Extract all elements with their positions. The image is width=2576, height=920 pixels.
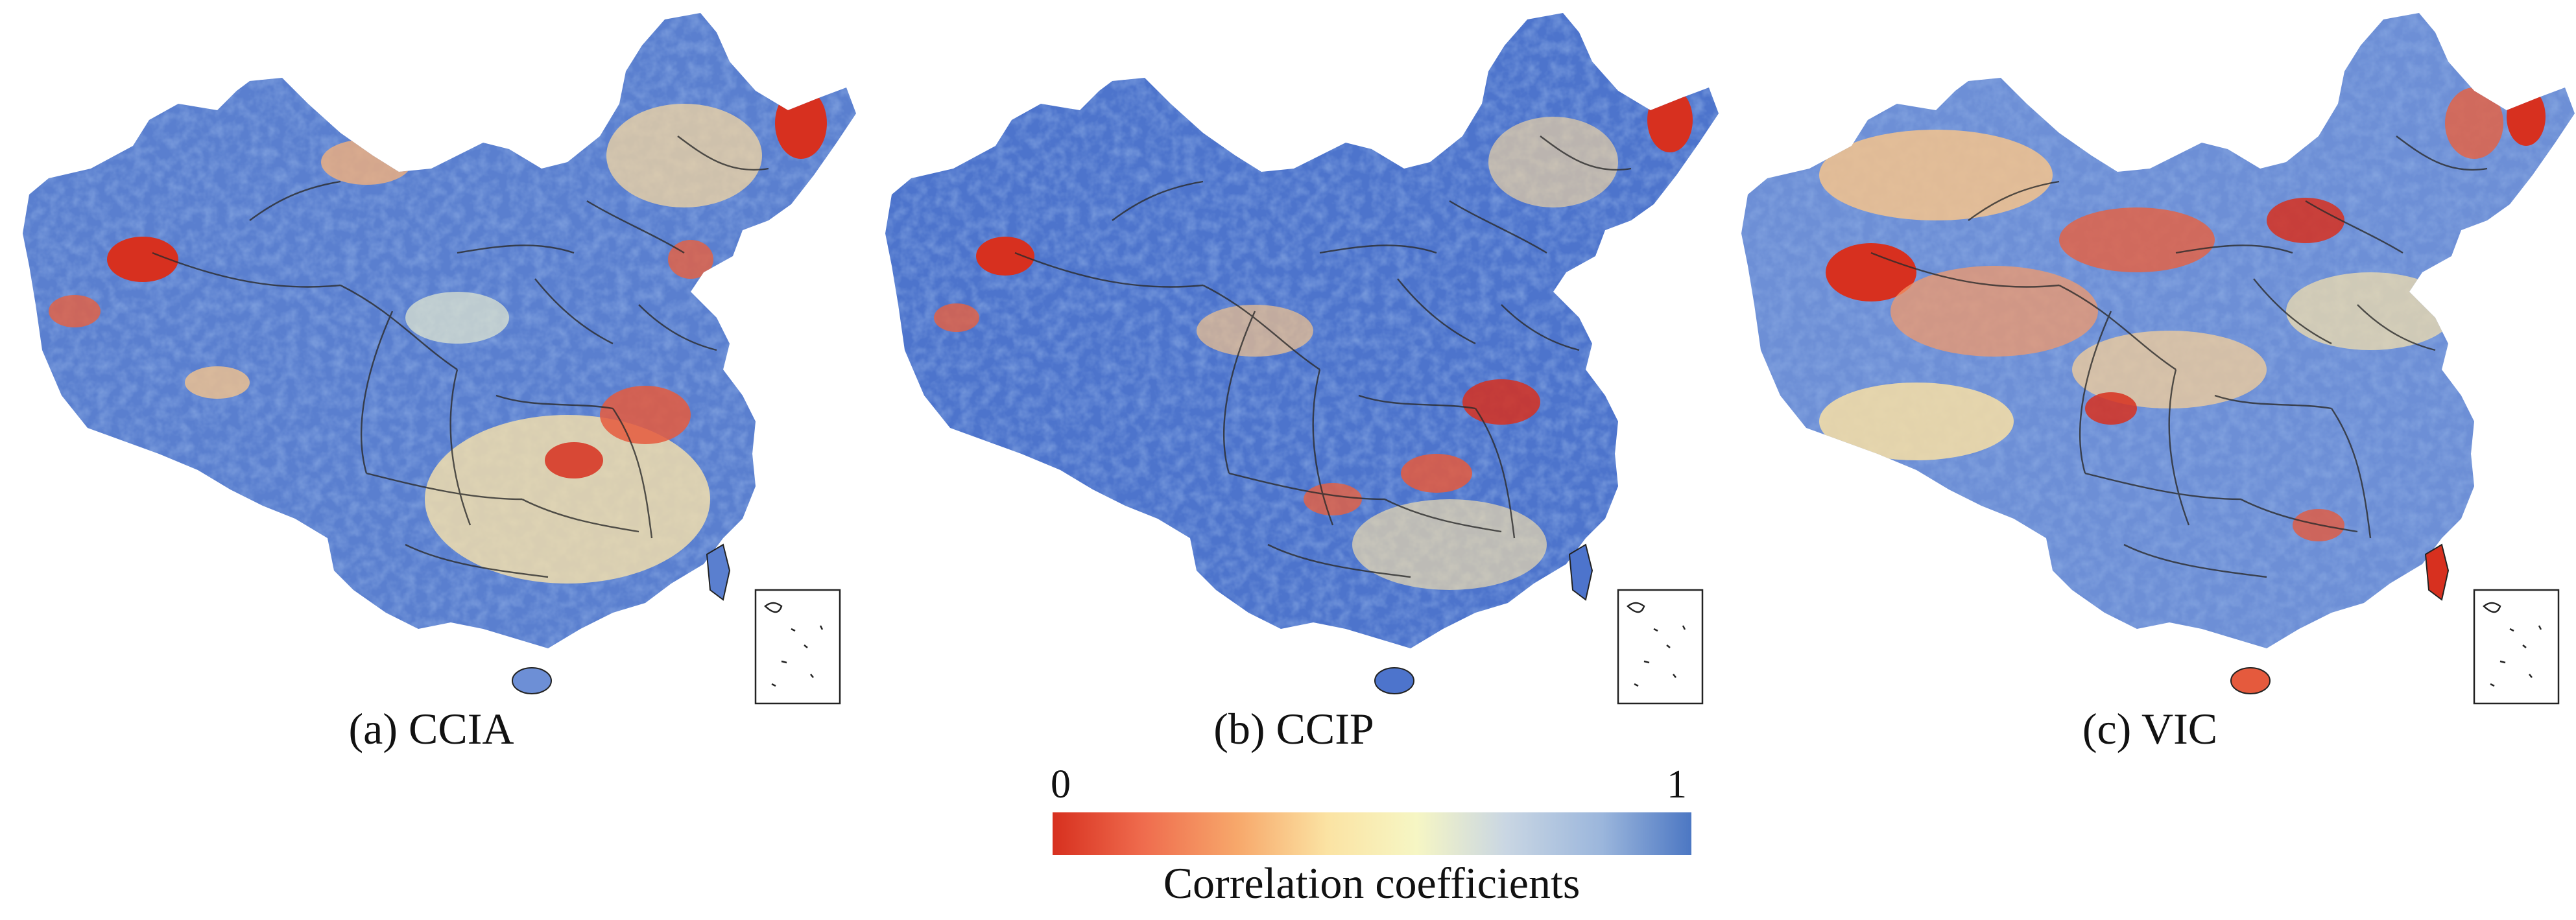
panel-caption-vic: (c) VIC [2082, 704, 2218, 753]
colorbar-legend: 0 1 Correlation coefficients [1051, 762, 1693, 917]
colorbar-min-label: 0 [1051, 762, 1071, 807]
colorbar-gradient [1053, 812, 1691, 855]
china-map-ccia [23, 13, 856, 705]
south-china-sea-inset [2473, 589, 2560, 705]
china-map-ccip [885, 13, 1719, 705]
colorbar-title: Correlation coefficients [1163, 858, 1580, 908]
panel-caption-ccia: (a) CCIA [348, 704, 514, 753]
panel-caption-ccip: (b) CCIP [1213, 704, 1374, 753]
map-panel-ccia [3, 6, 859, 713]
map-panel-ccip [866, 6, 1722, 713]
colorbar-max-label: 1 [1667, 762, 1687, 807]
south-china-sea-inset [754, 589, 841, 705]
map-panel-vic [1722, 6, 2576, 713]
china-map-vic [1741, 13, 2575, 705]
south-china-sea-inset [1617, 589, 1704, 705]
